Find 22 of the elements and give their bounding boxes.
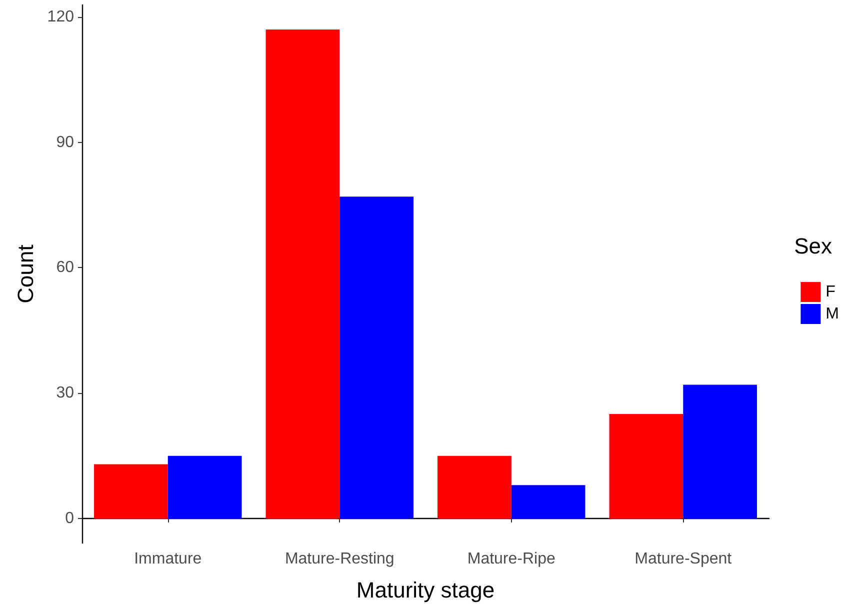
bar [511, 485, 586, 519]
y-axis-title: Count [12, 244, 38, 304]
bar [438, 456, 512, 519]
y-tick-label: 120 [47, 8, 74, 26]
x-tick-label: Immature [134, 550, 202, 568]
bar [609, 414, 684, 519]
bar [94, 464, 168, 519]
legend-label: M [826, 306, 839, 322]
x-tick-label: Mature-Spent [634, 550, 732, 568]
y-tick-label: 90 [56, 134, 74, 151]
bar [266, 29, 340, 519]
bar [168, 456, 242, 519]
bar [340, 196, 414, 519]
legend-label: F [826, 284, 836, 300]
y-tick-label: 60 [56, 259, 74, 276]
x-tick-label: Mature-Resting [284, 550, 394, 568]
x-tick-label: Mature-Ripe [467, 550, 556, 568]
bar [683, 384, 757, 519]
legend-title: Sex [794, 234, 832, 258]
x-axis-title: Maturity stage [356, 578, 495, 602]
y-tick-label: 30 [56, 384, 74, 402]
y-tick-label: 0 [65, 510, 74, 528]
